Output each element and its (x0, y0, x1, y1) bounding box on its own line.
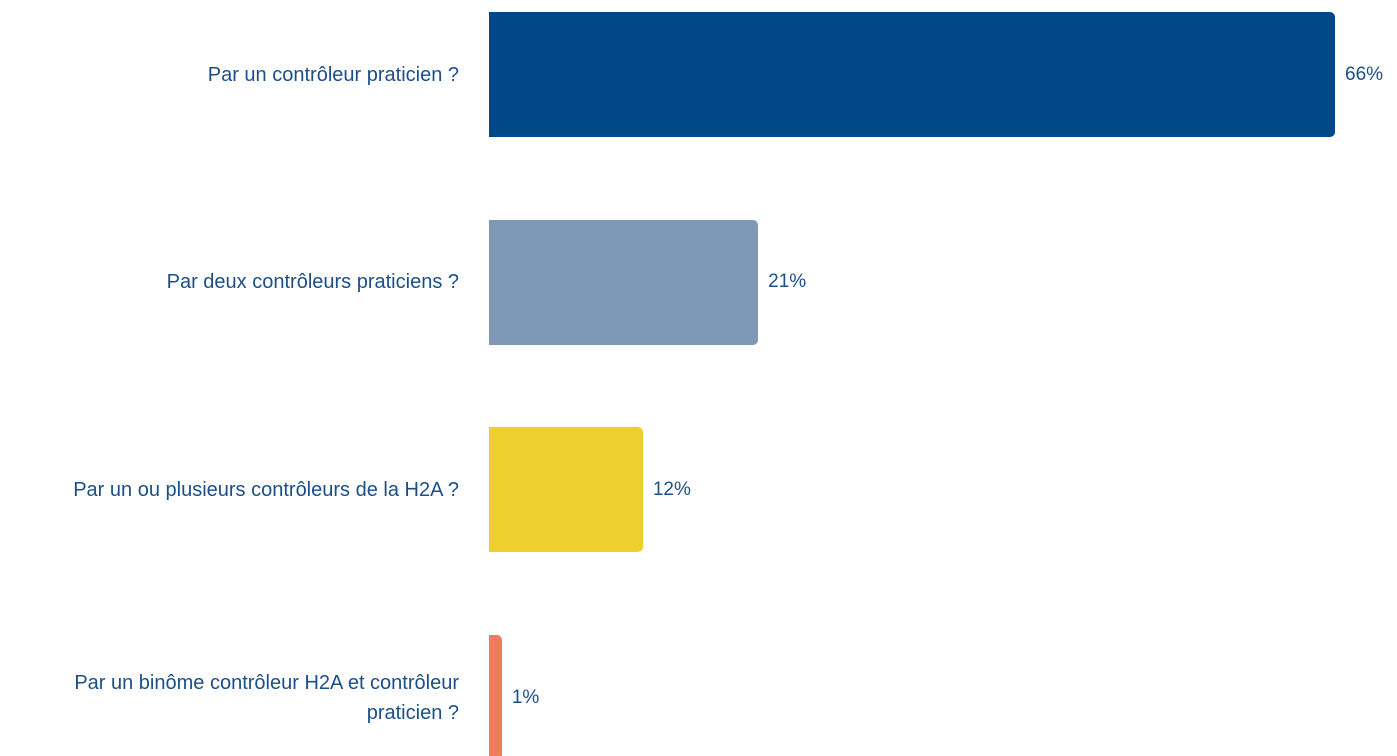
value-label: 21% (768, 271, 807, 293)
bar (489, 12, 1335, 137)
value-label: 66% (1345, 63, 1384, 85)
value-label: 12% (652, 478, 691, 500)
category-label: Par un binôme contrôleur H2A et contrôle… (74, 671, 459, 724)
bar (489, 219, 759, 345)
value-label: 1% (511, 686, 540, 708)
bar (489, 635, 502, 756)
bar (489, 427, 643, 553)
category-label: Par un ou plusieurs contrôleurs de la H2… (73, 478, 459, 501)
category-label: Par un contrôleur praticien ? (207, 63, 459, 86)
category-label: Par deux contrôleurs praticiens ? (166, 271, 459, 294)
